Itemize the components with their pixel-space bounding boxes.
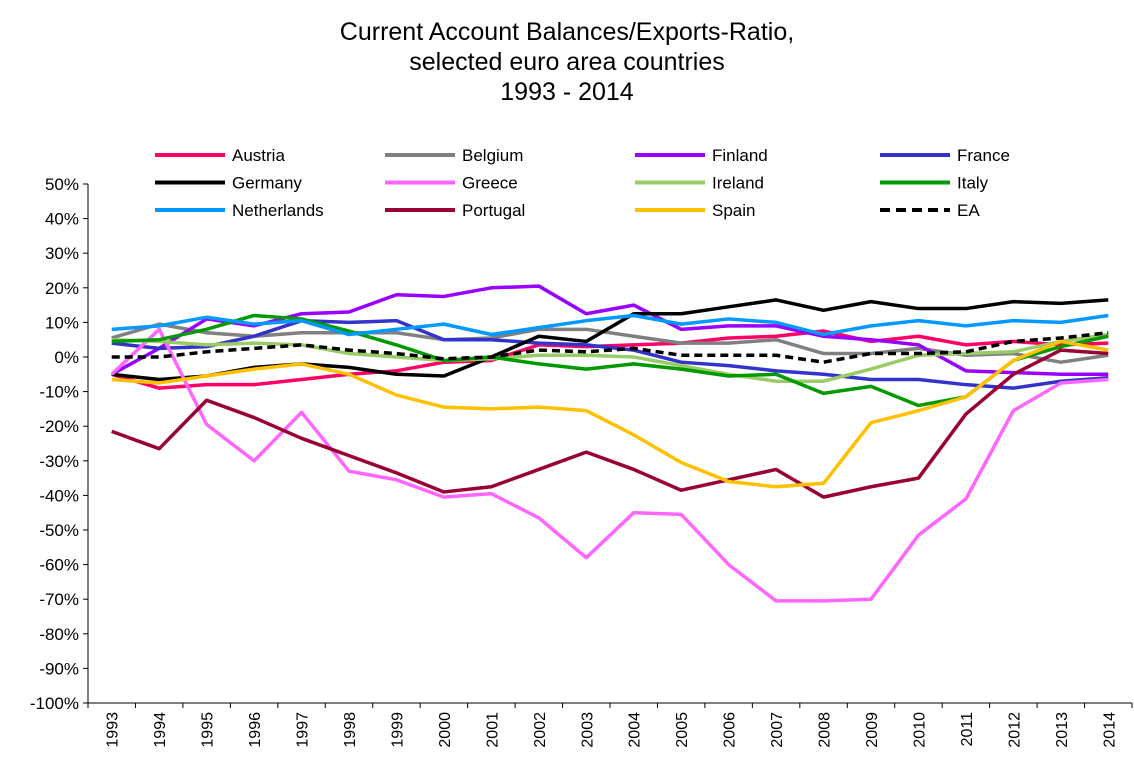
x-tick-label: 1997 bbox=[295, 712, 312, 748]
x-tick-label: 2005 bbox=[674, 712, 691, 748]
y-tick-label: -60% bbox=[39, 556, 79, 575]
series-line bbox=[111, 332, 1109, 383]
y-tick-label: -70% bbox=[39, 590, 79, 609]
y-tick-label: -100% bbox=[30, 694, 79, 713]
y-tick-label: -20% bbox=[39, 417, 79, 436]
x-tick-label: 2011 bbox=[959, 712, 976, 747]
x-tick-label: 2001 bbox=[484, 712, 501, 748]
legend-label: Portugal bbox=[462, 201, 525, 220]
legend-label: EA bbox=[957, 201, 980, 220]
chart-title: Current Account Balances/Exports-Ratio, bbox=[340, 18, 794, 46]
x-tick-label: 2002 bbox=[532, 712, 549, 748]
y-tick-label: 50% bbox=[45, 175, 79, 194]
legend-label: Italy bbox=[957, 174, 989, 193]
series-line bbox=[110, 284, 1109, 377]
x-tick-label: 2006 bbox=[722, 712, 739, 748]
y-tick-label: 40% bbox=[45, 210, 79, 229]
x-tick-label: 2014 bbox=[1101, 712, 1118, 748]
series-line bbox=[111, 313, 1109, 408]
x-tick-label: 1993 bbox=[105, 712, 122, 748]
x-tick-label: 2004 bbox=[627, 712, 644, 748]
legend-label: Austria bbox=[232, 146, 285, 165]
legend-label: Spain bbox=[712, 201, 755, 220]
legend-label: Ireland bbox=[712, 174, 764, 193]
series-line bbox=[111, 313, 1109, 337]
y-tick-label: 30% bbox=[45, 244, 79, 263]
series-line bbox=[111, 348, 1109, 499]
y-tick-label: 0% bbox=[54, 348, 79, 367]
legend-label: Germany bbox=[232, 174, 302, 193]
legend-label: Belgium bbox=[462, 146, 523, 165]
x-tick-label: 1995 bbox=[200, 712, 217, 748]
legend-label: France bbox=[957, 146, 1010, 165]
y-tick-label: -10% bbox=[39, 383, 79, 402]
series-line bbox=[111, 329, 1109, 390]
x-tick-label: 2012 bbox=[1006, 712, 1023, 748]
series-line bbox=[110, 327, 1109, 603]
series-line bbox=[111, 331, 1109, 364]
y-tick-label: -50% bbox=[39, 521, 79, 540]
series-line bbox=[111, 318, 1109, 390]
chart-title: selected euro area countries bbox=[409, 48, 724, 76]
y-tick-label: -90% bbox=[39, 659, 79, 678]
x-tick-label: 2013 bbox=[1054, 712, 1071, 748]
x-tick-label: 2000 bbox=[437, 712, 454, 748]
series-line bbox=[111, 339, 1109, 489]
x-tick-label: 2010 bbox=[911, 712, 928, 748]
x-tick-label: 2008 bbox=[817, 712, 834, 748]
legend-label: Netherlands bbox=[232, 201, 324, 220]
y-tick-label: 10% bbox=[45, 313, 79, 332]
x-tick-label: 2007 bbox=[769, 712, 786, 748]
y-tick-label: -30% bbox=[39, 452, 79, 471]
x-tick-label: 1999 bbox=[389, 712, 406, 748]
x-tick-label: 1994 bbox=[152, 712, 169, 748]
x-tick-label: 1996 bbox=[247, 712, 264, 748]
x-tick-label: 2003 bbox=[579, 712, 596, 748]
y-tick-label: -80% bbox=[39, 625, 79, 644]
legend-label: Finland bbox=[712, 146, 768, 165]
x-tick-label: 2009 bbox=[864, 712, 881, 748]
y-tick-label: 20% bbox=[45, 279, 79, 298]
chart-title: 1993 - 2014 bbox=[500, 78, 634, 106]
y-tick-label: -40% bbox=[39, 486, 79, 505]
legend-label: Greece bbox=[462, 174, 518, 193]
x-tick-label: 1998 bbox=[342, 712, 359, 748]
